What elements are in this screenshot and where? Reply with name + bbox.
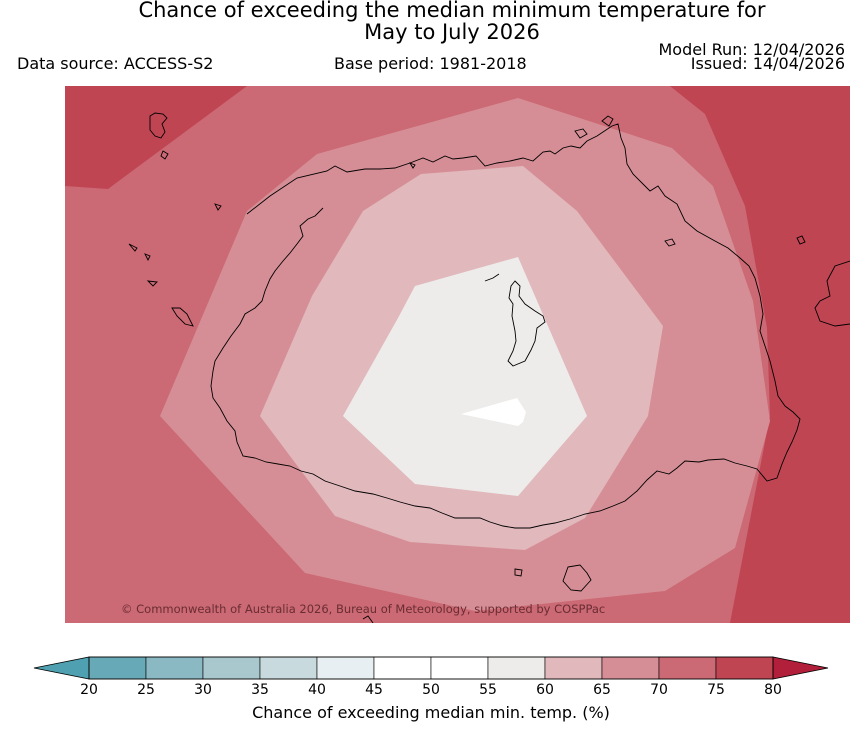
colorbar-segment — [715, 656, 774, 680]
colorbar-tick-label: 30 — [194, 682, 212, 698]
data-source-label: Data source: ACCESS-S2 — [17, 54, 214, 73]
coastline — [128, 112, 850, 623]
colorbar-tick-label: 60 — [536, 682, 554, 698]
colorbar-tick-label: 70 — [650, 682, 668, 698]
probability-map: © Commonwealth of Australia 2026, Bureau… — [65, 86, 850, 623]
colorbar-tick-label: 25 — [137, 682, 155, 698]
colorbar-segment — [544, 656, 603, 680]
band-55-60 — [343, 257, 587, 496]
colorbar-tick-label: 75 — [707, 682, 725, 698]
map-title-line2: May to July 2026 — [364, 20, 540, 44]
colorbar-segments — [88, 656, 774, 680]
colorbar-frame — [88, 656, 774, 680]
below-threshold-patch — [461, 398, 526, 426]
colorbar-segment — [601, 656, 660, 680]
colorbar-label: Chance of exceeding median min. temp. (%… — [252, 703, 610, 722]
colorbar-under-arrow — [33, 656, 90, 680]
colorbar-segment — [259, 656, 318, 680]
colorbar-segment — [202, 656, 261, 680]
model-run-label: Model Run: 12/04/2026 — [658, 40, 846, 59]
colorbar-tick-label: 80 — [764, 682, 782, 698]
colorbar-segment — [316, 656, 375, 680]
colorbar-tick-label: 45 — [365, 682, 383, 698]
colorbar-segment — [430, 656, 489, 680]
issued-label: Issued: 14/04/2026 — [690, 54, 845, 73]
colorbar-tick-label: 55 — [479, 682, 497, 698]
copyright-notice: © Commonwealth of Australia 2026, Bureau… — [121, 602, 605, 616]
colorbar-tick-label: 50 — [422, 682, 440, 698]
colorbar-segment — [88, 656, 147, 680]
colorbar-segment — [658, 656, 717, 680]
colorbar-tick-label: 40 — [308, 682, 326, 698]
colorbar-segment — [145, 656, 204, 680]
base-period-label: Base period: 1981-2018 — [334, 54, 527, 73]
colorbar-over-arrow — [772, 656, 829, 680]
colorbar-tick-label: 35 — [251, 682, 269, 698]
colorbar-segment — [373, 656, 432, 680]
colorbar-tick-label: 65 — [593, 682, 611, 698]
colorbar-tick-label: 20 — [80, 682, 98, 698]
colorbar — [33, 656, 829, 680]
map-title-line1: Chance of exceeding the median minimum t… — [138, 0, 766, 22]
colorbar-segment — [487, 656, 546, 680]
